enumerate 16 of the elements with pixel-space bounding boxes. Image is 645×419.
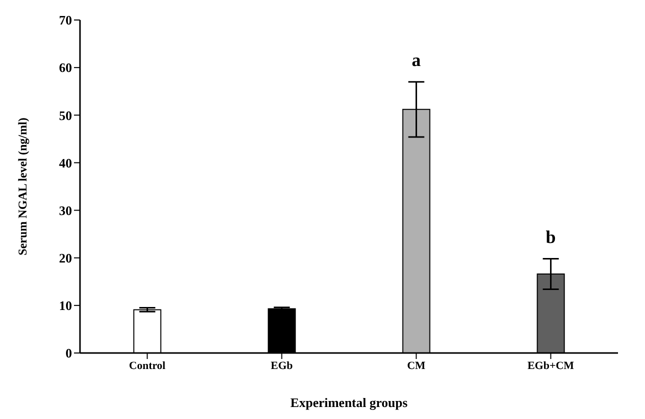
y-tick-label: 50	[59, 108, 72, 123]
annotation: b	[546, 226, 556, 247]
annotation: a	[412, 50, 421, 70]
y-tick-label: 20	[59, 250, 72, 266]
x-tick-label: EGb	[270, 360, 293, 372]
y-tick-label: 60	[59, 60, 72, 76]
x-tick-label: CM	[407, 360, 426, 372]
y-tick-label: 10	[59, 298, 72, 314]
y-tick-label: 70	[59, 12, 72, 28]
y-axis-title: Serum NGAL level (ng/ml)	[15, 118, 30, 256]
x-tick-label: Control	[129, 360, 166, 372]
y-tick-label: 30	[59, 202, 72, 218]
y-tick-label: 0	[66, 346, 72, 361]
x-tick-label: EGb+CM	[527, 360, 575, 372]
x-axis-title: Experimental groups	[290, 395, 408, 410]
y-tick-label: 40	[59, 155, 72, 170]
